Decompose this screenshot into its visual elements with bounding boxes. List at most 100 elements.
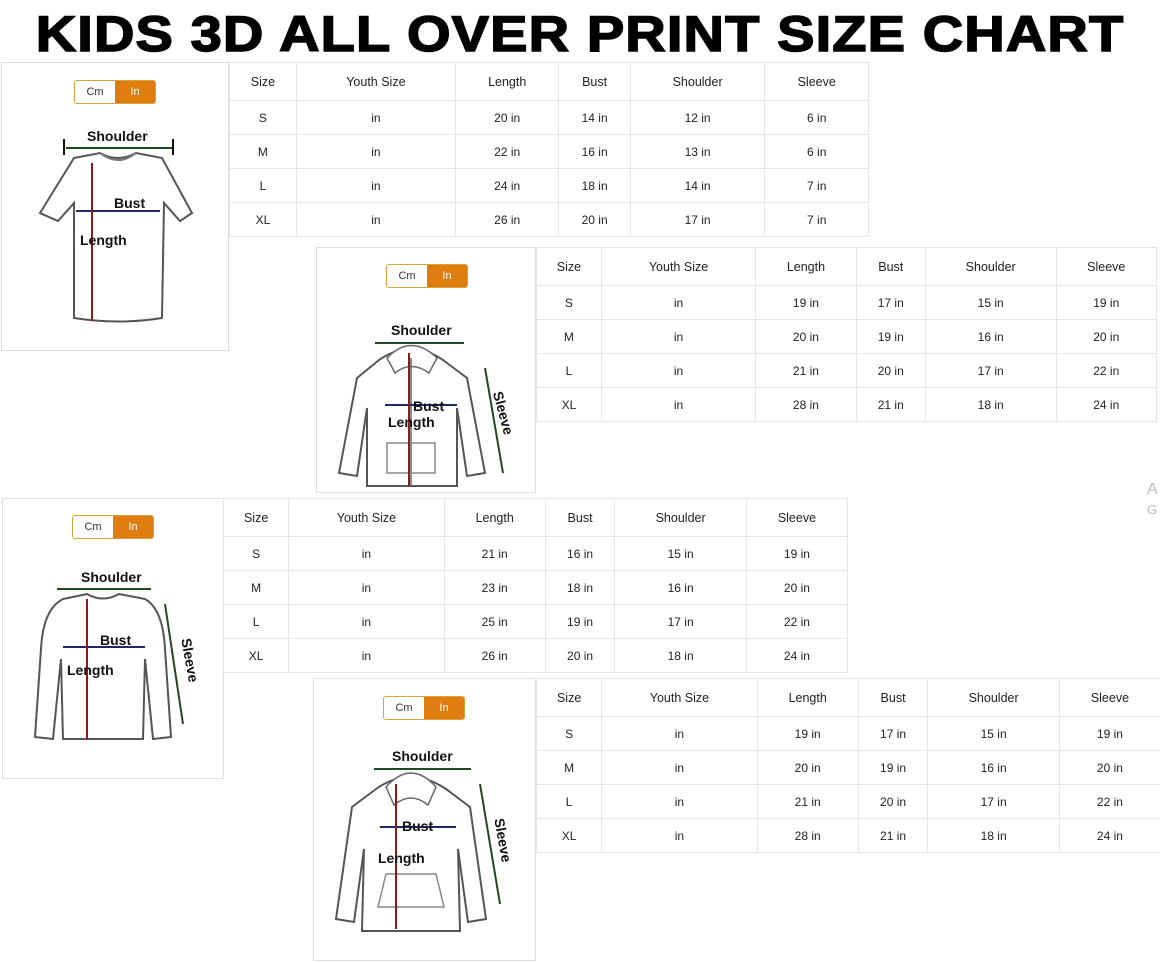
- table-cell: L: [229, 168, 297, 203]
- table-cell: 24 in: [1055, 387, 1158, 422]
- sleeve-label: Sleeve: [178, 637, 201, 684]
- table-cell: 22 in: [1058, 784, 1160, 819]
- table-header-row: Size Youth Size Length Bust Shoulder Sleeve: [222, 498, 849, 537]
- table-cell: 6 in: [764, 100, 869, 135]
- unit-in-button[interactable]: In: [115, 81, 155, 103]
- bust-label: Bust: [402, 818, 433, 834]
- column-header: Youth Size: [288, 498, 445, 537]
- column-header: Youth Size: [295, 62, 456, 101]
- table-cell: 21 in: [855, 387, 926, 422]
- table-cell: 17 in: [927, 784, 1060, 819]
- table-cell: 24 in: [745, 638, 849, 673]
- sleeve-label: Sleeve: [491, 817, 514, 864]
- table-cell: 6 in: [764, 134, 869, 169]
- table-cell: 17 in: [629, 202, 766, 237]
- page-title: KIDS 3D ALL OVER PRINT SIZE CHART: [35, 5, 1125, 63]
- tshirt-icon: Shoulder Bust Length: [38, 128, 194, 323]
- table-cell: S: [222, 536, 290, 571]
- table-cell: 25 in: [443, 604, 546, 639]
- table-cell: 16 in: [544, 536, 616, 571]
- table-cell: M: [536, 319, 602, 354]
- unit-cm-button[interactable]: Cm: [384, 697, 424, 719]
- column-header: Length: [755, 247, 857, 286]
- column-header: Sleeve: [764, 62, 869, 101]
- column-header: Shoulder: [924, 247, 1057, 286]
- table-row: XL in 26 in 20 in 18 in 24 in: [222, 638, 849, 673]
- table-cell: 17 in: [614, 604, 747, 639]
- table-cell: 21 in: [755, 353, 857, 388]
- column-header: Length: [756, 678, 859, 717]
- table-cell: in: [295, 202, 456, 237]
- unit-toggle[interactable]: Cm In: [383, 696, 465, 720]
- unit-toggle[interactable]: Cm In: [74, 80, 156, 104]
- table-cell: 12 in: [629, 100, 766, 135]
- table-cell: in: [288, 638, 445, 673]
- table-cell: 23 in: [443, 570, 546, 605]
- table-cell: 22 in: [745, 604, 849, 639]
- table-cell: XL: [535, 818, 603, 853]
- bust-label: Bust: [114, 195, 145, 211]
- table-row: XL in 28 in 21 in 18 in 24 in: [535, 818, 1160, 853]
- table-cell: 18 in: [614, 638, 747, 673]
- unit-in-button[interactable]: In: [427, 265, 467, 287]
- table-cell: 24 in: [1058, 818, 1160, 853]
- table-header-row: Size Youth Size Length Bust Shoulder Sleeve: [535, 678, 1160, 717]
- column-header: Sleeve: [745, 498, 849, 537]
- long-sleeve-illustration: Cm In Shoulder Bust Length Sleeve: [2, 498, 224, 779]
- bust-label: Bust: [413, 398, 444, 414]
- unit-toggle[interactable]: Cm In: [72, 515, 154, 539]
- table-cell: 16 in: [924, 319, 1057, 354]
- table-cell: 17 in: [855, 285, 926, 320]
- table-cell: L: [536, 353, 602, 388]
- table-cell: 20 in: [1058, 750, 1160, 785]
- unit-cm-button[interactable]: Cm: [73, 516, 113, 538]
- long-sleeve-icon: Shoulder Bust Length Sleeve: [33, 569, 202, 741]
- table-cell: 17 in: [924, 353, 1057, 388]
- unit-cm-button[interactable]: Cm: [387, 265, 427, 287]
- unit-in-button[interactable]: In: [113, 516, 153, 538]
- table-row: XL in 28 in 21 in 18 in 24 in: [536, 387, 1158, 422]
- table-cell: in: [601, 750, 758, 785]
- table-cell: 26 in: [443, 638, 546, 673]
- table-cell: M: [222, 570, 290, 605]
- pullover-hoodie-icon: Shoulder Bust Length Sleeve: [334, 748, 515, 932]
- table-cell: 20 in: [454, 100, 560, 135]
- table-cell: 16 in: [558, 134, 631, 169]
- table-cell: in: [288, 570, 445, 605]
- length-label: Length: [388, 414, 435, 430]
- column-header: Shoulder: [614, 498, 747, 537]
- table-cell: 28 in: [756, 818, 859, 853]
- length-label: Length: [80, 232, 127, 248]
- table-cell: 19 in: [1055, 285, 1158, 320]
- table-cell: S: [535, 716, 603, 751]
- table-cell: M: [535, 750, 603, 785]
- unit-cm-button[interactable]: Cm: [75, 81, 115, 103]
- table-cell: 19 in: [855, 319, 926, 354]
- shoulder-label: Shoulder: [81, 569, 142, 585]
- table-cell: 19 in: [857, 750, 929, 785]
- table-cell: 26 in: [454, 202, 560, 237]
- unit-toggle[interactable]: Cm In: [386, 264, 468, 288]
- unit-in-button[interactable]: In: [424, 697, 464, 719]
- column-header: Size: [535, 678, 603, 717]
- bust-label: Bust: [100, 632, 131, 648]
- table-cell: XL: [229, 202, 297, 237]
- pullover-hoodie-illustration: Cm In Shoulder Bust Length Sleeve: [313, 678, 536, 961]
- shoulder-label: Shoulder: [87, 128, 148, 144]
- table-cell: 15 in: [614, 536, 747, 571]
- column-header: Length: [443, 498, 546, 537]
- table-cell: 15 in: [927, 716, 1060, 751]
- table-cell: 14 in: [558, 100, 631, 135]
